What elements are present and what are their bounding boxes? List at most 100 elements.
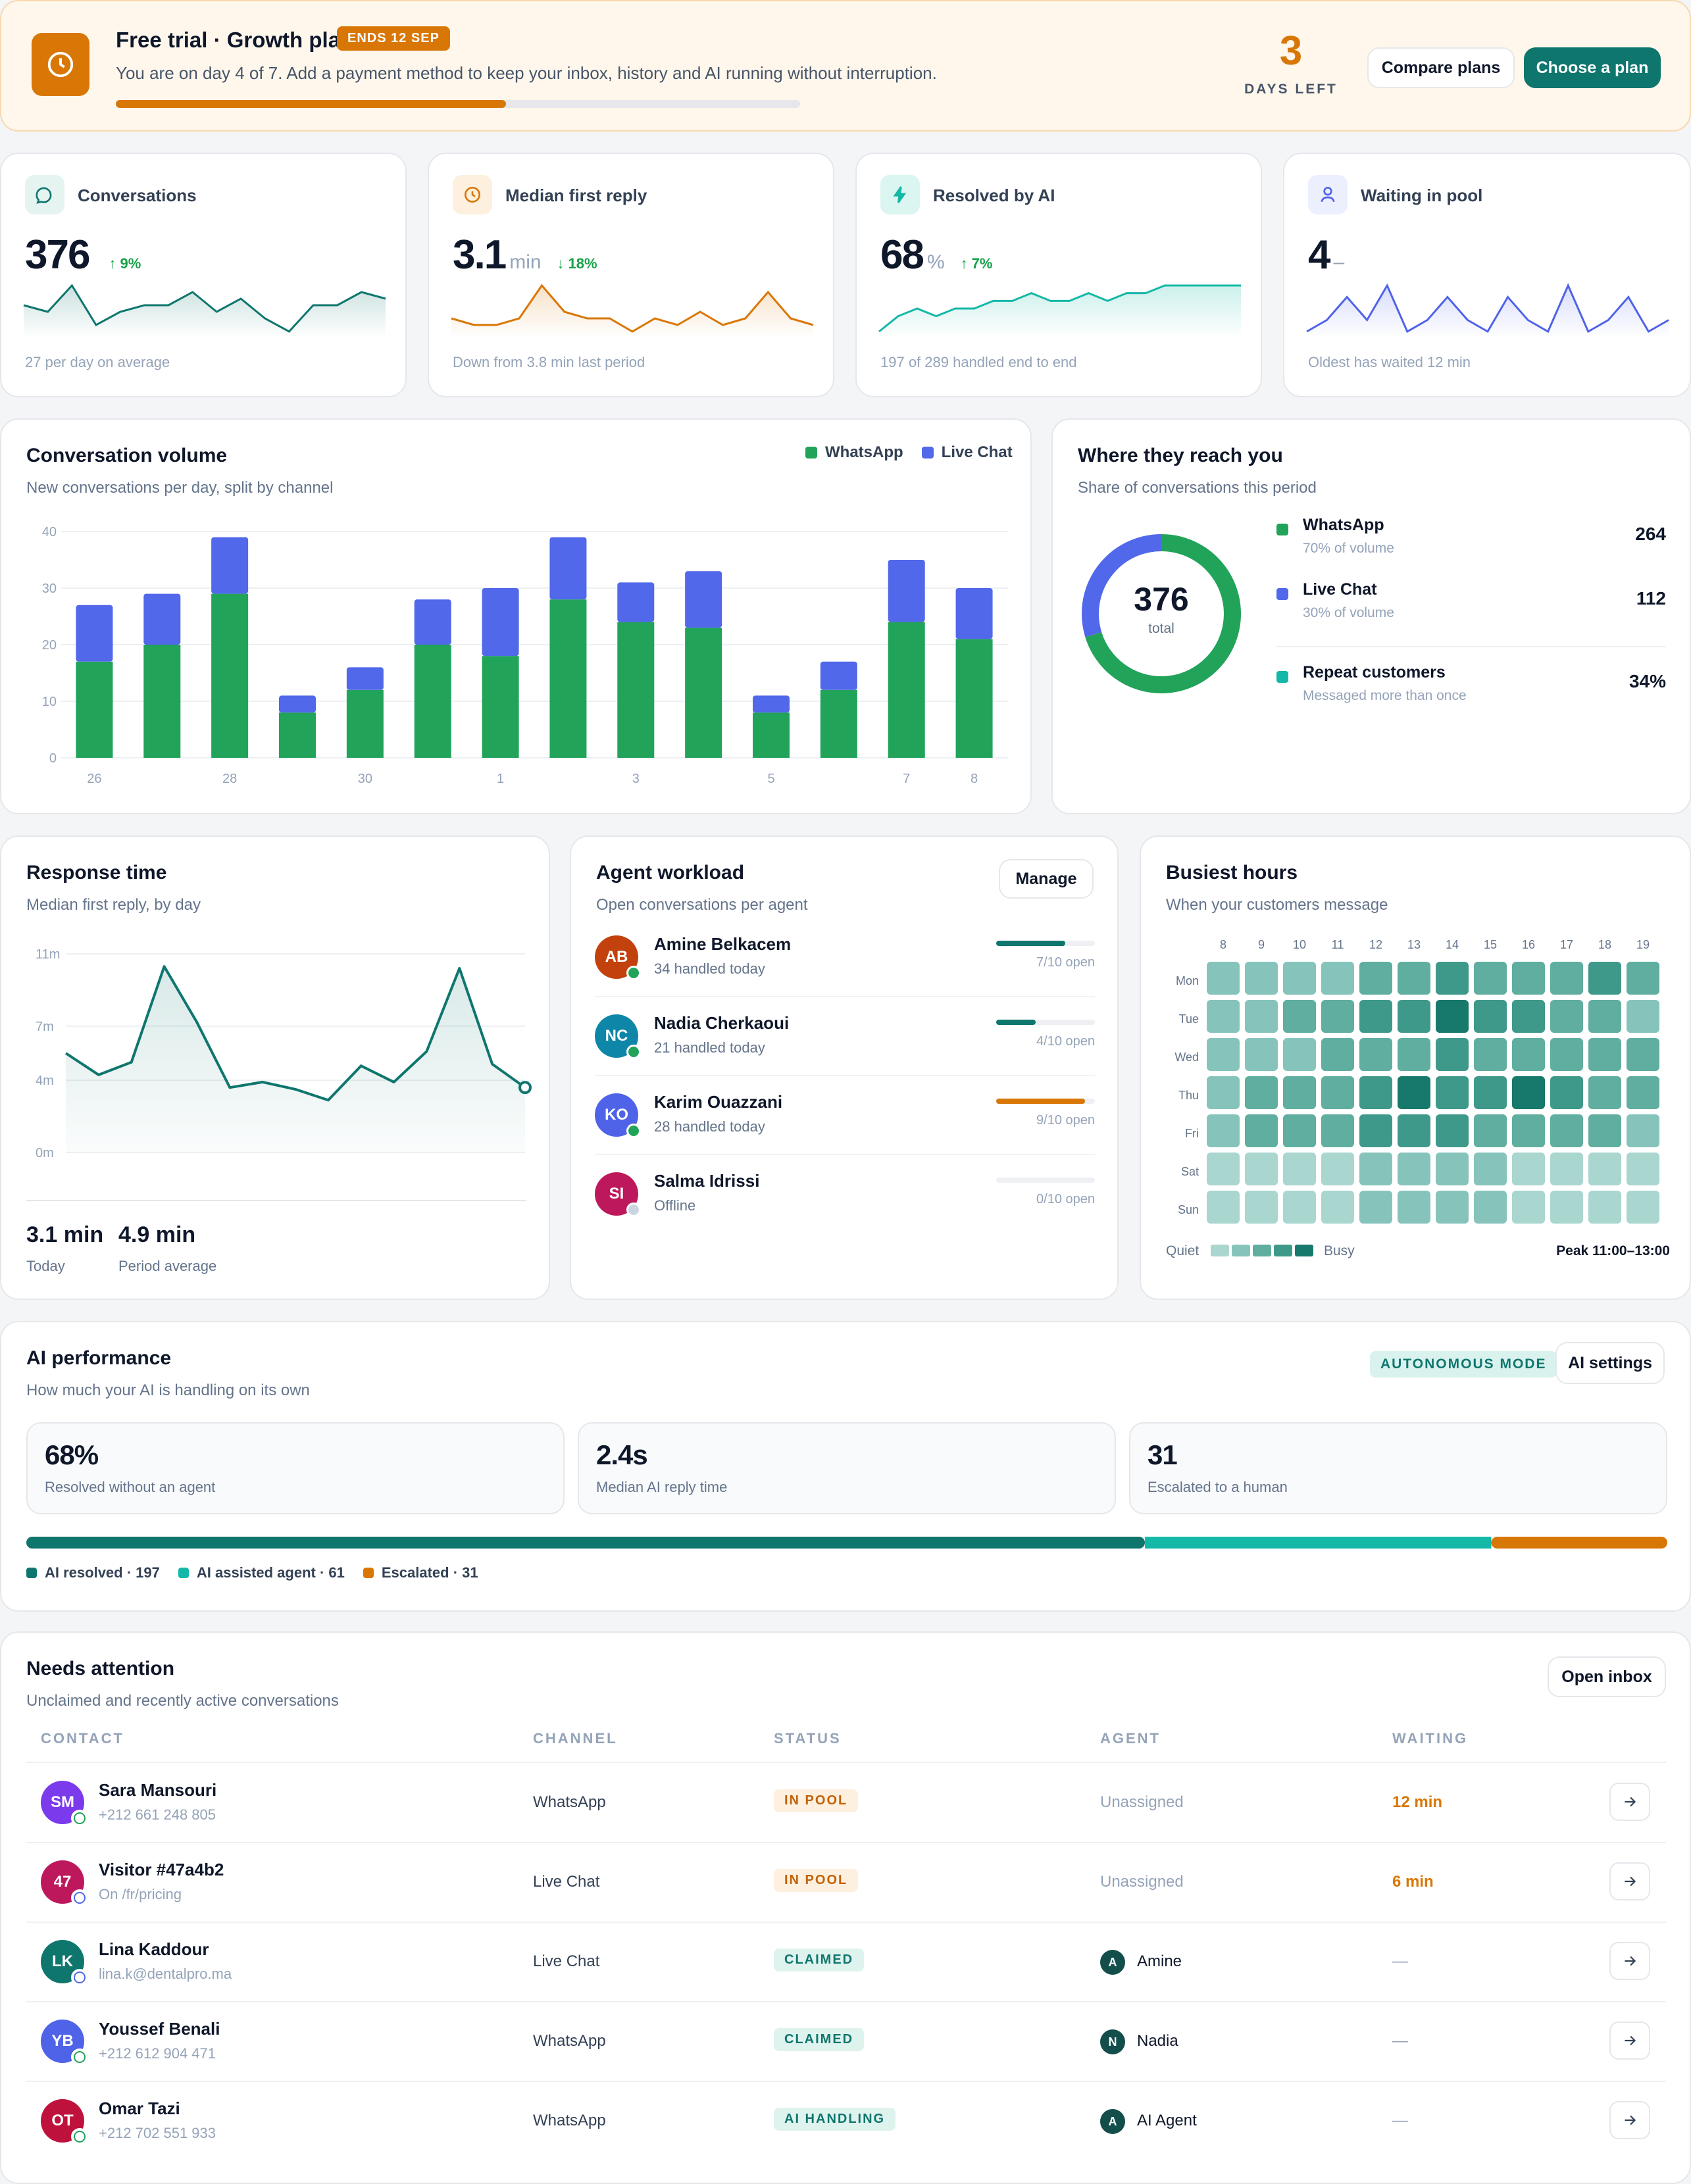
heat-cell[interactable] bbox=[1359, 1114, 1392, 1147]
heat-cell[interactable] bbox=[1512, 1038, 1545, 1071]
volume-bar-whatsapp[interactable] bbox=[143, 645, 181, 758]
heat-cell[interactable] bbox=[1474, 1000, 1507, 1033]
heat-cell[interactable] bbox=[1398, 1114, 1430, 1147]
heat-cell[interactable] bbox=[1359, 1000, 1392, 1033]
heat-cell[interactable] bbox=[1207, 1076, 1240, 1109]
ai-split-segment-ai-assisted-agent[interactable] bbox=[1145, 1537, 1492, 1549]
heat-cell[interactable] bbox=[1588, 1076, 1621, 1109]
heat-cell[interactable] bbox=[1321, 1000, 1354, 1033]
heat-cell[interactable] bbox=[1207, 1000, 1240, 1033]
heat-cell[interactable] bbox=[1398, 1076, 1430, 1109]
heat-cell[interactable] bbox=[1283, 1038, 1316, 1071]
volume-bar-whatsapp[interactable] bbox=[820, 689, 857, 758]
heat-cell[interactable] bbox=[1588, 1038, 1621, 1071]
heat-cell[interactable] bbox=[1474, 1114, 1507, 1147]
ai-split-segment-ai-resolved[interactable] bbox=[26, 1537, 1146, 1549]
heat-cell[interactable] bbox=[1207, 1114, 1240, 1147]
donut-slice-live-chat[interactable] bbox=[1082, 534, 1241, 693]
volume-bar-live-chat[interactable] bbox=[76, 605, 113, 662]
manage-agents-button[interactable]: Manage bbox=[999, 859, 1094, 899]
heat-cell[interactable] bbox=[1436, 1076, 1469, 1109]
table-row[interactable]: YB Youssef Benali +212 612 904 471 WhatsApp… bbox=[26, 2002, 1666, 2081]
heat-cell[interactable] bbox=[1359, 962, 1392, 995]
volume-bar-whatsapp[interactable] bbox=[76, 661, 113, 758]
heat-cell[interactable] bbox=[1321, 1076, 1354, 1109]
volume-bar-live-chat[interactable] bbox=[753, 695, 790, 713]
heat-cell[interactable] bbox=[1627, 1191, 1659, 1224]
heat-cell[interactable] bbox=[1245, 1038, 1278, 1071]
heat-cell[interactable] bbox=[1283, 1076, 1316, 1109]
open-conversation-button[interactable] bbox=[1609, 2101, 1650, 2139]
heat-cell[interactable] bbox=[1436, 962, 1469, 995]
contact-name[interactable]: Visitor #47a4b2 bbox=[99, 1860, 224, 1879]
table-row[interactable]: LK Lina Kaddour lina.k@dentalpro.ma Live Ch… bbox=[26, 1922, 1666, 2002]
heat-cell[interactable] bbox=[1627, 962, 1659, 995]
volume-bar-live-chat[interactable] bbox=[888, 560, 925, 622]
heat-cell[interactable] bbox=[1627, 1038, 1659, 1071]
heat-cell[interactable] bbox=[1398, 1153, 1430, 1185]
heat-cell[interactable] bbox=[1245, 1000, 1278, 1033]
heat-cell[interactable] bbox=[1436, 1038, 1469, 1071]
heat-cell[interactable] bbox=[1474, 1076, 1507, 1109]
heat-cell[interactable] bbox=[1207, 962, 1240, 995]
heat-cell[interactable] bbox=[1512, 1076, 1545, 1109]
volume-bar-live-chat[interactable] bbox=[482, 588, 519, 657]
open-conversation-button[interactable] bbox=[1609, 1783, 1650, 1821]
heat-cell[interactable] bbox=[1474, 962, 1507, 995]
volume-bar-live-chat[interactable] bbox=[549, 537, 587, 600]
volume-bar-live-chat[interactable] bbox=[211, 537, 249, 594]
heat-cell[interactable] bbox=[1436, 1191, 1469, 1224]
heat-cell[interactable] bbox=[1283, 962, 1316, 995]
agent-name[interactable]: Nadia Cherkaoui bbox=[654, 1013, 790, 1033]
ai-split-segment-escalated[interactable] bbox=[1491, 1537, 1667, 1549]
heat-cell[interactable] bbox=[1627, 1076, 1659, 1109]
choose-plan-button[interactable]: Choose a plan bbox=[1524, 47, 1661, 88]
volume-bar-whatsapp[interactable] bbox=[482, 656, 519, 758]
volume-bar-live-chat[interactable] bbox=[617, 582, 655, 622]
open-conversation-button[interactable] bbox=[1609, 1862, 1650, 1900]
contact-name[interactable]: Sara Mansouri bbox=[99, 1780, 217, 1800]
volume-bar-live-chat[interactable] bbox=[685, 571, 722, 628]
heat-cell[interactable] bbox=[1627, 1153, 1659, 1185]
heat-cell[interactable] bbox=[1550, 1000, 1583, 1033]
heat-cell[interactable] bbox=[1321, 1114, 1354, 1147]
volume-bar-live-chat[interactable] bbox=[346, 667, 384, 690]
heat-cell[interactable] bbox=[1627, 1114, 1659, 1147]
heat-cell[interactable] bbox=[1283, 1191, 1316, 1224]
heat-cell[interactable] bbox=[1436, 1153, 1469, 1185]
heat-cell[interactable] bbox=[1474, 1038, 1507, 1071]
heat-cell[interactable] bbox=[1245, 1191, 1278, 1224]
ai-settings-button[interactable]: AI settings bbox=[1555, 1342, 1665, 1384]
contact-name[interactable]: Lina Kaddour bbox=[99, 1939, 209, 1959]
heat-cell[interactable] bbox=[1512, 1114, 1545, 1147]
heat-cell[interactable] bbox=[1627, 1000, 1659, 1033]
heat-cell[interactable] bbox=[1550, 962, 1583, 995]
heat-cell[interactable] bbox=[1436, 1114, 1469, 1147]
heat-cell[interactable] bbox=[1207, 1191, 1240, 1224]
compare-plans-button[interactable]: Compare plans bbox=[1367, 47, 1515, 88]
heat-cell[interactable] bbox=[1436, 1000, 1469, 1033]
volume-bar-whatsapp[interactable] bbox=[346, 689, 384, 758]
heat-cell[interactable] bbox=[1321, 1191, 1354, 1224]
heat-cell[interactable] bbox=[1321, 962, 1354, 995]
heat-cell[interactable] bbox=[1359, 1038, 1392, 1071]
volume-bar-live-chat[interactable] bbox=[414, 599, 451, 645]
heat-cell[interactable] bbox=[1550, 1038, 1583, 1071]
volume-bar-whatsapp[interactable] bbox=[414, 645, 451, 758]
open-conversation-button[interactable] bbox=[1609, 2022, 1650, 2060]
volume-bar-whatsapp[interactable] bbox=[211, 593, 249, 758]
volume-bar-whatsapp[interactable] bbox=[888, 622, 925, 758]
heat-cell[interactable] bbox=[1512, 962, 1545, 995]
heat-cell[interactable] bbox=[1588, 1000, 1621, 1033]
heat-cell[interactable] bbox=[1283, 1153, 1316, 1185]
heat-cell[interactable] bbox=[1398, 1191, 1430, 1224]
heat-cell[interactable] bbox=[1512, 1191, 1545, 1224]
open-inbox-button[interactable]: Open inbox bbox=[1548, 1656, 1666, 1697]
heat-cell[interactable] bbox=[1207, 1153, 1240, 1185]
heat-cell[interactable] bbox=[1550, 1076, 1583, 1109]
heat-cell[interactable] bbox=[1550, 1153, 1583, 1185]
heat-cell[interactable] bbox=[1207, 1038, 1240, 1071]
contact-name[interactable]: Youssef Benali bbox=[99, 2019, 220, 2039]
volume-bar-whatsapp[interactable] bbox=[617, 622, 655, 758]
table-row[interactable]: 47 Visitor #47a4b2 On /fr/pricing Live Chat… bbox=[26, 1843, 1666, 1922]
